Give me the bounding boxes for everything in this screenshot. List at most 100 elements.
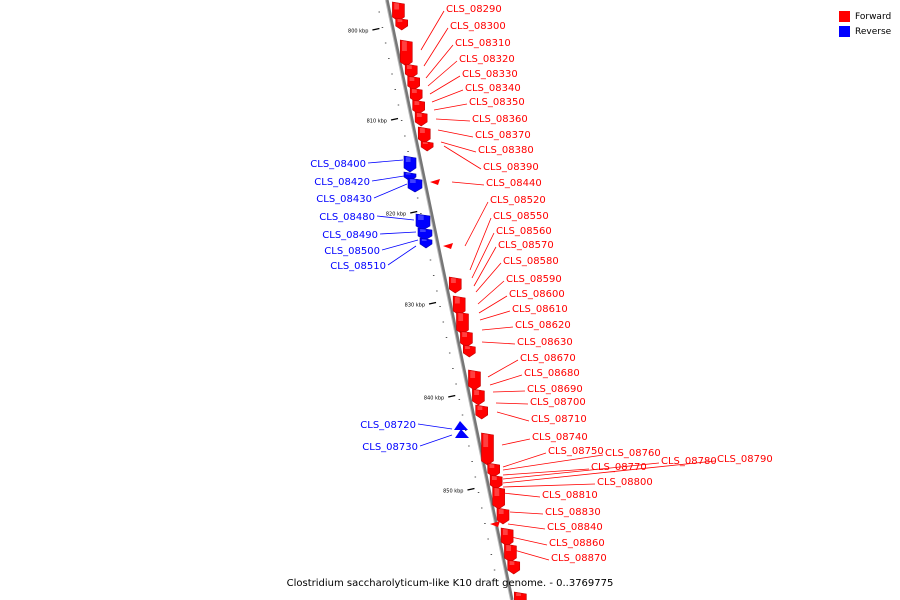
forward-gene[interactable] [404, 63, 418, 79]
gene-label-cls-08580[interactable]: CLS_08580 [503, 256, 559, 267]
gene-label-cls-08680[interactable]: CLS_08680 [524, 368, 580, 379]
gene-label-cls-08490[interactable]: CLS_08490 [322, 230, 378, 241]
reverse-gene[interactable] [403, 155, 417, 173]
reverse-gene-arrow[interactable] [454, 421, 468, 430]
leader-line [431, 89, 464, 103]
leader-line [420, 10, 445, 51]
gene-label-cls-08700[interactable]: CLS_08700 [530, 397, 586, 408]
gene-label-cls-08370[interactable]: CLS_08370 [475, 130, 531, 141]
tick-label: 820 kbp [386, 212, 406, 218]
gene-label-cls-08840[interactable]: CLS_08840 [547, 522, 603, 533]
gene-label-cls-08590[interactable]: CLS_08590 [506, 274, 562, 285]
gene-label-cls-08440[interactable]: CLS_08440 [486, 178, 542, 189]
reverse-gene[interactable] [419, 237, 433, 249]
leader-line [502, 492, 541, 498]
forward-gene[interactable] [399, 39, 413, 67]
forward-gene[interactable] [409, 87, 423, 103]
gene-label-cls-08730[interactable]: CLS_08730 [362, 442, 418, 453]
reverse-gene[interactable] [415, 213, 431, 231]
gene-label-cls-08800[interactable]: CLS_08800 [597, 477, 653, 488]
reverse-gene[interactable] [417, 227, 433, 241]
gene-label-cls-08400[interactable]: CLS_08400 [310, 159, 366, 170]
gene-label-cls-08770[interactable]: CLS_08770 [591, 462, 647, 473]
forward-gene[interactable] [496, 507, 510, 525]
leader-line [451, 181, 485, 186]
gene-label-cls-08630[interactable]: CLS_08630 [517, 337, 573, 348]
forward-gene[interactable] [507, 559, 521, 575]
gene-label-cls-08690[interactable]: CLS_08690 [527, 384, 583, 395]
leader-line [502, 454, 604, 471]
forward-gene[interactable] [472, 388, 485, 406]
gene-label-cls-08390[interactable]: CLS_08390 [483, 162, 539, 173]
forward-gene[interactable] [395, 17, 409, 31]
gene-label-cls-08380[interactable]: CLS_08380 [478, 145, 534, 156]
gene-label-cls-08420[interactable]: CLS_08420 [314, 177, 370, 188]
gene-label-cls-08340[interactable]: CLS_08340 [465, 83, 521, 94]
gene-label-cls-08610[interactable]: CLS_08610 [512, 304, 568, 315]
forward-gene[interactable] [500, 527, 514, 547]
gene-label-cls-08560[interactable]: CLS_08560 [496, 226, 552, 237]
leader-line [437, 129, 474, 138]
forward-gene[interactable] [492, 486, 505, 510]
gene-label-cls-08570[interactable]: CLS_08570 [498, 240, 554, 251]
gene-label-cls-08810[interactable]: CLS_08810 [542, 490, 598, 501]
gene-label-cls-08350[interactable]: CLS_08350 [469, 97, 525, 108]
gene-label-cls-08430[interactable]: CLS_08430 [316, 194, 372, 205]
gene-label-cls-08480[interactable]: CLS_08480 [319, 212, 375, 223]
gene-label-cls-08600[interactable]: CLS_08600 [509, 289, 565, 300]
major-tick [390, 117, 399, 121]
gene-label-cls-08550[interactable]: CLS_08550 [493, 211, 549, 222]
gene-label-cls-08360[interactable]: CLS_08360 [472, 114, 528, 125]
tick-label: 800 kbp [348, 29, 368, 35]
gene-label-cls-08860[interactable]: CLS_08860 [549, 538, 605, 549]
gene-label-cls-08520[interactable]: CLS_08520 [490, 195, 546, 206]
forward-gene[interactable] [417, 126, 431, 144]
genome-caption: Clostridium saccharolyticum-like K10 dra… [286, 578, 614, 589]
forward-gene[interactable] [489, 474, 503, 490]
forward-gene-arrow[interactable] [430, 179, 440, 185]
gene-label-cls-08670[interactable]: CLS_08670 [520, 353, 576, 364]
forward-gene[interactable] [460, 330, 473, 348]
forward-gene[interactable] [504, 543, 517, 563]
gene-label-cls-08750[interactable]: CLS_08750 [548, 446, 604, 457]
gene-label-cls-08720[interactable]: CLS_08720 [360, 420, 416, 431]
gene-label-cls-08290[interactable]: CLS_08290 [446, 4, 502, 15]
forward-gene[interactable] [481, 432, 494, 466]
forward-gene[interactable] [414, 111, 428, 127]
legend-forward-label: Forward [855, 11, 892, 22]
gene-label-cls-08780[interactable]: CLS_08780 [661, 456, 717, 467]
leader-line [502, 468, 590, 476]
gene-label-cls-08330[interactable]: CLS_08330 [462, 69, 518, 80]
gene-label-cls-08710[interactable]: CLS_08710 [531, 414, 587, 425]
forward-gene[interactable] [420, 140, 434, 152]
forward-gene-arrow[interactable] [443, 243, 453, 249]
gene-label-cls-08300[interactable]: CLS_08300 [450, 21, 506, 32]
gene-label-cls-08510[interactable]: CLS_08510 [330, 261, 386, 272]
forward-gene-arrow[interactable] [490, 521, 500, 527]
forward-gene[interactable] [412, 99, 425, 115]
leader-line [502, 460, 716, 484]
forward-gene[interactable] [487, 462, 500, 478]
forward-gene[interactable] [463, 344, 476, 358]
forward-gene[interactable] [514, 591, 527, 600]
gene-label-cls-08830[interactable]: CLS_08830 [545, 507, 601, 518]
forward-gene[interactable] [456, 311, 469, 335]
forward-gene[interactable] [475, 404, 488, 420]
leader-line [379, 231, 417, 235]
forward-gene[interactable] [407, 75, 421, 91]
reverse-gene-arrow[interactable] [455, 429, 469, 438]
tick-label: 830 kbp [405, 303, 425, 309]
forward-gene[interactable] [448, 276, 462, 294]
gene-label-cls-08760[interactable]: CLS_08760 [605, 448, 661, 459]
gene-label-cls-08870[interactable]: CLS_08870 [551, 553, 607, 564]
gene-label-cls-08320[interactable]: CLS_08320 [459, 54, 515, 65]
gene-label-cls-08500[interactable]: CLS_08500 [324, 246, 380, 257]
gene-label-cls-08790[interactable]: CLS_08790 [717, 454, 773, 465]
forward-gene[interactable] [468, 369, 481, 391]
gene-label-cls-08620[interactable]: CLS_08620 [515, 320, 571, 331]
reverse-gene[interactable] [407, 177, 423, 193]
gene-label-cls-08740[interactable]: CLS_08740 [532, 432, 588, 443]
leader-line [373, 183, 408, 199]
leader-line [473, 246, 497, 287]
gene-label-cls-08310[interactable]: CLS_08310 [455, 38, 511, 49]
